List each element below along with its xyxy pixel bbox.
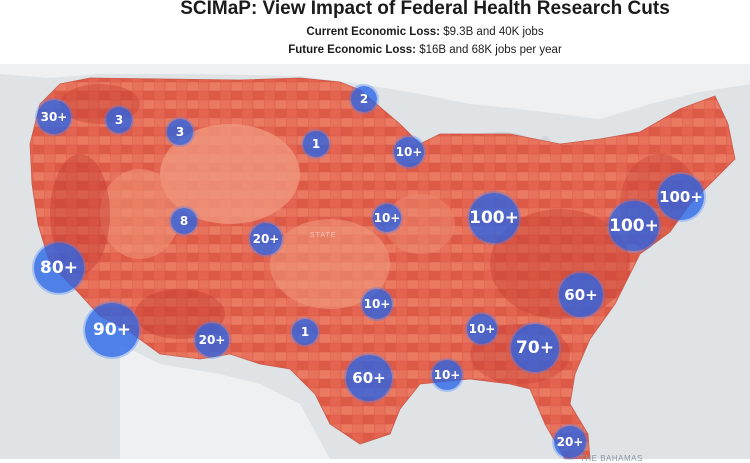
cluster-bubble-mid-atlantic[interactable]: 100+ — [609, 201, 659, 251]
cluster-bubble-wisconsin[interactable]: 10+ — [394, 137, 424, 167]
us-map[interactable]: STATE THE BAHAMAS 30+ 3 3 2 1 10+ 8 20+ 10+ 100+ 1… — [0, 64, 750, 463]
cluster-bubble-midwest[interactable]: 100+ — [469, 193, 519, 243]
current-loss-line: Current Economic Loss: $9.3B and 40K job… — [0, 26, 750, 38]
cluster-bubble-iowa[interactable]: 10+ — [373, 204, 401, 232]
cluster-bubble-carolinas[interactable]: 60+ — [559, 273, 603, 317]
cluster-bubble-southern-california[interactable]: 90+ — [85, 303, 139, 357]
cluster-bubble-new-mexico[interactable]: 1 — [292, 319, 318, 345]
cluster-bubble-seattle[interactable]: 30+ — [37, 100, 71, 134]
future-loss-line: Future Economic Loss: $16B and 68K jobs … — [0, 44, 750, 56]
cluster-bubble-florida[interactable]: 20+ — [554, 426, 586, 458]
cluster-bubble-georgia[interactable]: 70+ — [511, 324, 559, 372]
future-loss-value: $16B and 68K jobs per year — [419, 44, 562, 56]
current-loss-label: Current Economic Loss: — [306, 26, 440, 38]
cluster-bubble-northeast[interactable]: 100+ — [658, 174, 704, 220]
cluster-bubble-texas[interactable]: 60+ — [346, 355, 392, 401]
cluster-bubble-louisiana[interactable]: 10+ — [432, 360, 462, 390]
current-loss-value: $9.3B and 40K jobs — [443, 26, 544, 38]
cluster-bubble-montana[interactable]: 3 — [167, 119, 193, 145]
cluster-bubble-spokane[interactable]: 3 — [106, 107, 132, 133]
header: SCIMaP: View Impact of Federal Health Re… — [0, 0, 750, 64]
cluster-bubble-arizona[interactable]: 20+ — [195, 323, 229, 357]
cluster-bubble-utah[interactable]: 8 — [171, 208, 197, 234]
state-label: STATE — [310, 232, 337, 239]
page-title: SCIMaP: View Impact of Federal Health Re… — [180, 0, 670, 19]
cluster-bubble-tennessee[interactable]: 10+ — [467, 314, 497, 344]
cluster-bubble-minnesota-north[interactable]: 2 — [351, 86, 377, 112]
cluster-bubble-oklahoma[interactable]: 10+ — [362, 289, 392, 319]
cluster-bubble-northern-california[interactable]: 80+ — [34, 243, 84, 293]
cluster-bubble-colorado[interactable]: 20+ — [250, 223, 282, 255]
cluster-bubble-south-dakota[interactable]: 1 — [303, 131, 329, 157]
future-loss-label: Future Economic Loss: — [288, 44, 416, 56]
